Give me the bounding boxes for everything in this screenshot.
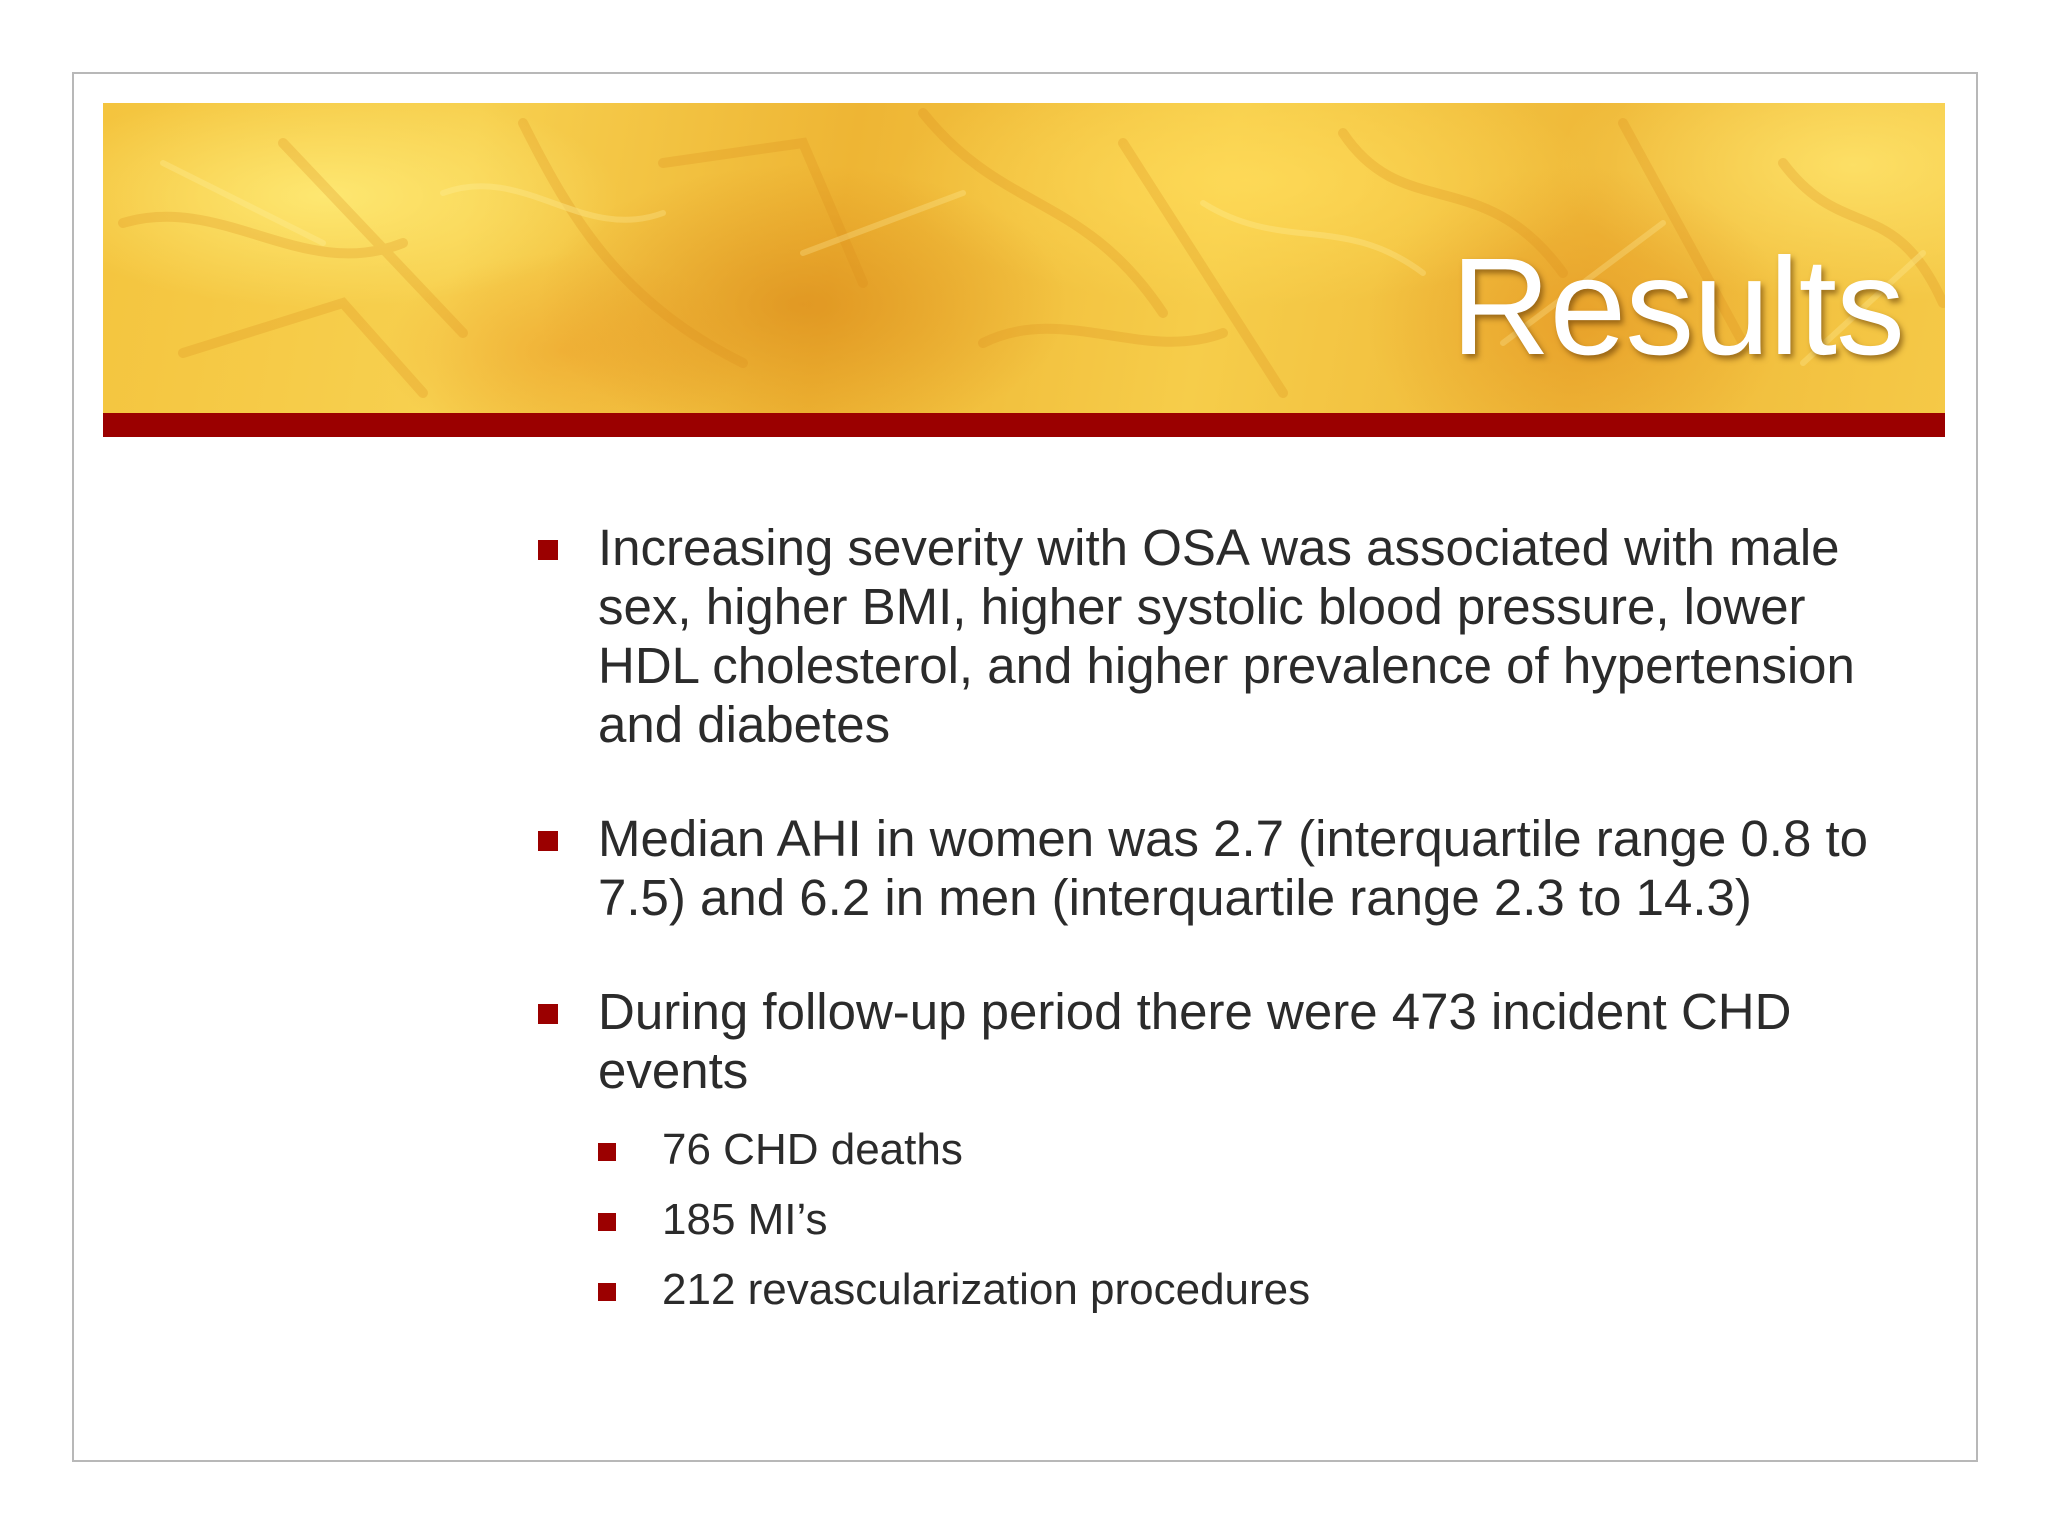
square-bullet-icon bbox=[538, 1004, 558, 1024]
bullet-item: During follow-up period there were 473 i… bbox=[536, 982, 1876, 1315]
square-bullet-icon bbox=[538, 540, 558, 560]
square-bullet-icon bbox=[598, 1213, 616, 1231]
bullet-text: Increasing severity with OSA was associa… bbox=[598, 519, 1855, 753]
sub-bullet-item: 212 revascularization procedures bbox=[598, 1265, 1876, 1315]
header-banner bbox=[103, 103, 1945, 413]
square-bullet-icon bbox=[598, 1283, 616, 1301]
square-bullet-icon bbox=[598, 1143, 616, 1161]
slide-title: Results bbox=[1450, 230, 1905, 384]
slide-content: Increasing severity with OSA was associa… bbox=[536, 518, 1876, 1335]
bullet-text: Median AHI in women was 2.7 (interquarti… bbox=[598, 810, 1869, 926]
sub-bullet-text: 212 revascularization procedures bbox=[662, 1265, 1311, 1314]
bullet-text: During follow-up period there were 473 i… bbox=[598, 983, 1792, 1099]
sub-bullet-text: 76 CHD deaths bbox=[662, 1125, 963, 1174]
header-accent-rule bbox=[103, 413, 1945, 437]
sub-bullet-list: 76 CHD deaths 185 MI’s 212 revasculariza… bbox=[598, 1125, 1876, 1315]
sub-bullet-text: 185 MI’s bbox=[662, 1195, 828, 1244]
bullet-item: Increasing severity with OSA was associa… bbox=[536, 518, 1876, 754]
sub-bullet-item: 76 CHD deaths bbox=[598, 1125, 1876, 1175]
sub-bullet-item: 185 MI’s bbox=[598, 1195, 1876, 1245]
square-bullet-icon bbox=[538, 831, 558, 851]
banner-texture bbox=[118, 108, 1945, 398]
bullet-item: Median AHI in women was 2.7 (interquarti… bbox=[536, 809, 1876, 927]
